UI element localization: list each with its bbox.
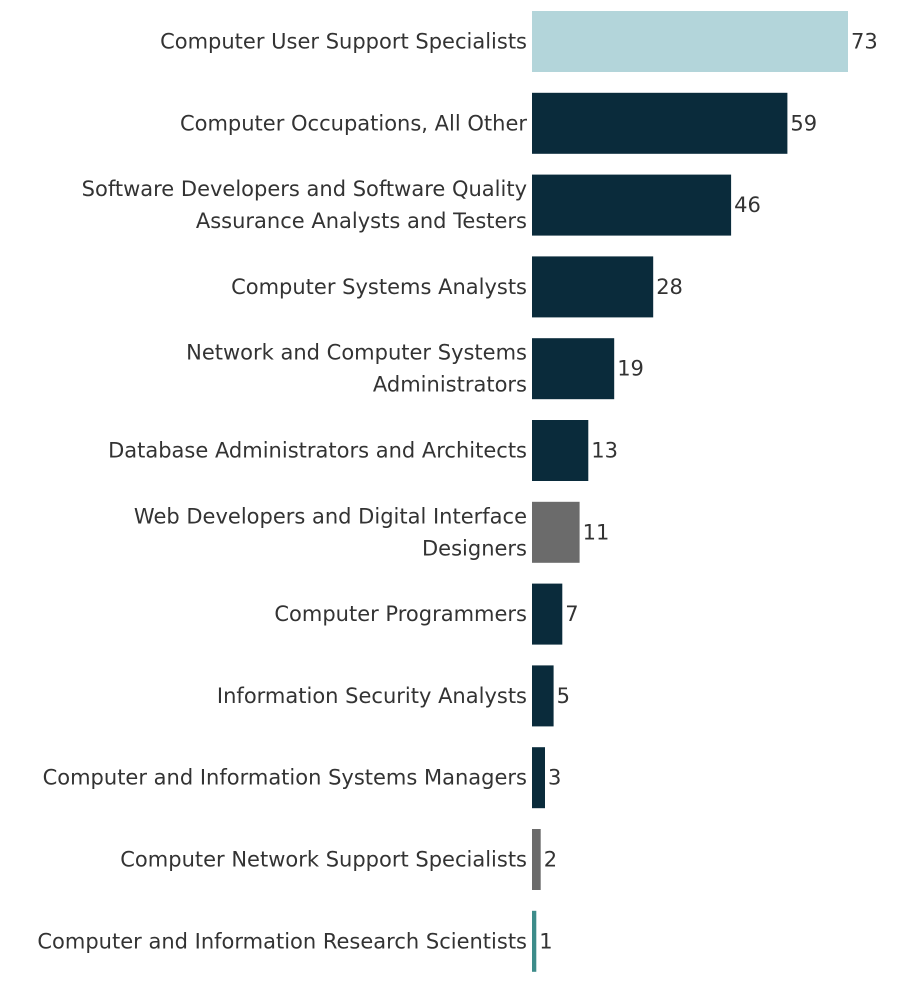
category-label-3: Computer Systems Analysts	[231, 275, 527, 299]
bar-1	[532, 92, 788, 154]
bar-8	[532, 665, 554, 727]
category-label-4-line-0: Network and Computer Systems	[186, 341, 527, 365]
category-label-4-line-1: Administrators	[373, 373, 527, 397]
bar-3	[532, 256, 654, 318]
category-label-2-line-1: Assurance Analysts and Testers	[196, 209, 527, 233]
category-label-6-line-1: Designers	[422, 536, 527, 560]
bar-11	[532, 910, 537, 972]
bars-layer: Computer User Support Specialists 73Compu…	[37, 11, 878, 972]
category-label-6-line-0: Web Developers and Digital Interface	[134, 504, 527, 528]
bar-9	[532, 747, 545, 809]
value-label-5: 13	[591, 439, 618, 463]
value-label-7: 7	[565, 602, 578, 626]
value-label-8: 5	[557, 684, 570, 708]
bar-7	[532, 583, 563, 645]
category-label-8: Information Security Analysts	[217, 684, 527, 708]
bar-6	[532, 501, 580, 563]
value-label-0: 73	[851, 30, 878, 54]
bar-10	[532, 829, 541, 890]
category-label-7: Computer Programmers	[274, 602, 527, 626]
value-label-11: 1	[539, 929, 552, 953]
value-label-10: 2	[544, 848, 557, 872]
bar-5	[532, 420, 589, 481]
category-label-1: Computer Occupations, All Other	[180, 111, 527, 135]
category-label-2-line-0: Software Developers and Software Quality	[82, 177, 527, 201]
value-label-9: 3	[548, 766, 561, 790]
bar-4	[532, 338, 615, 400]
category-label-11: Computer and Information Research Scient…	[37, 929, 527, 953]
value-label-6: 11	[583, 520, 610, 544]
category-label-9: Computer and Information Systems Manager…	[43, 766, 527, 790]
value-label-1: 59	[790, 111, 817, 135]
category-label-5: Database Administrators and Architects	[108, 439, 527, 463]
value-label-4: 19	[617, 357, 644, 381]
value-label-3: 28	[656, 275, 683, 299]
bar-0	[532, 11, 848, 72]
bar-2	[532, 174, 732, 236]
category-label-0: Computer User Support Specialists	[160, 30, 527, 54]
category-label-10: Computer Network Support Specialists	[120, 848, 527, 872]
value-label-2: 46	[734, 193, 761, 217]
